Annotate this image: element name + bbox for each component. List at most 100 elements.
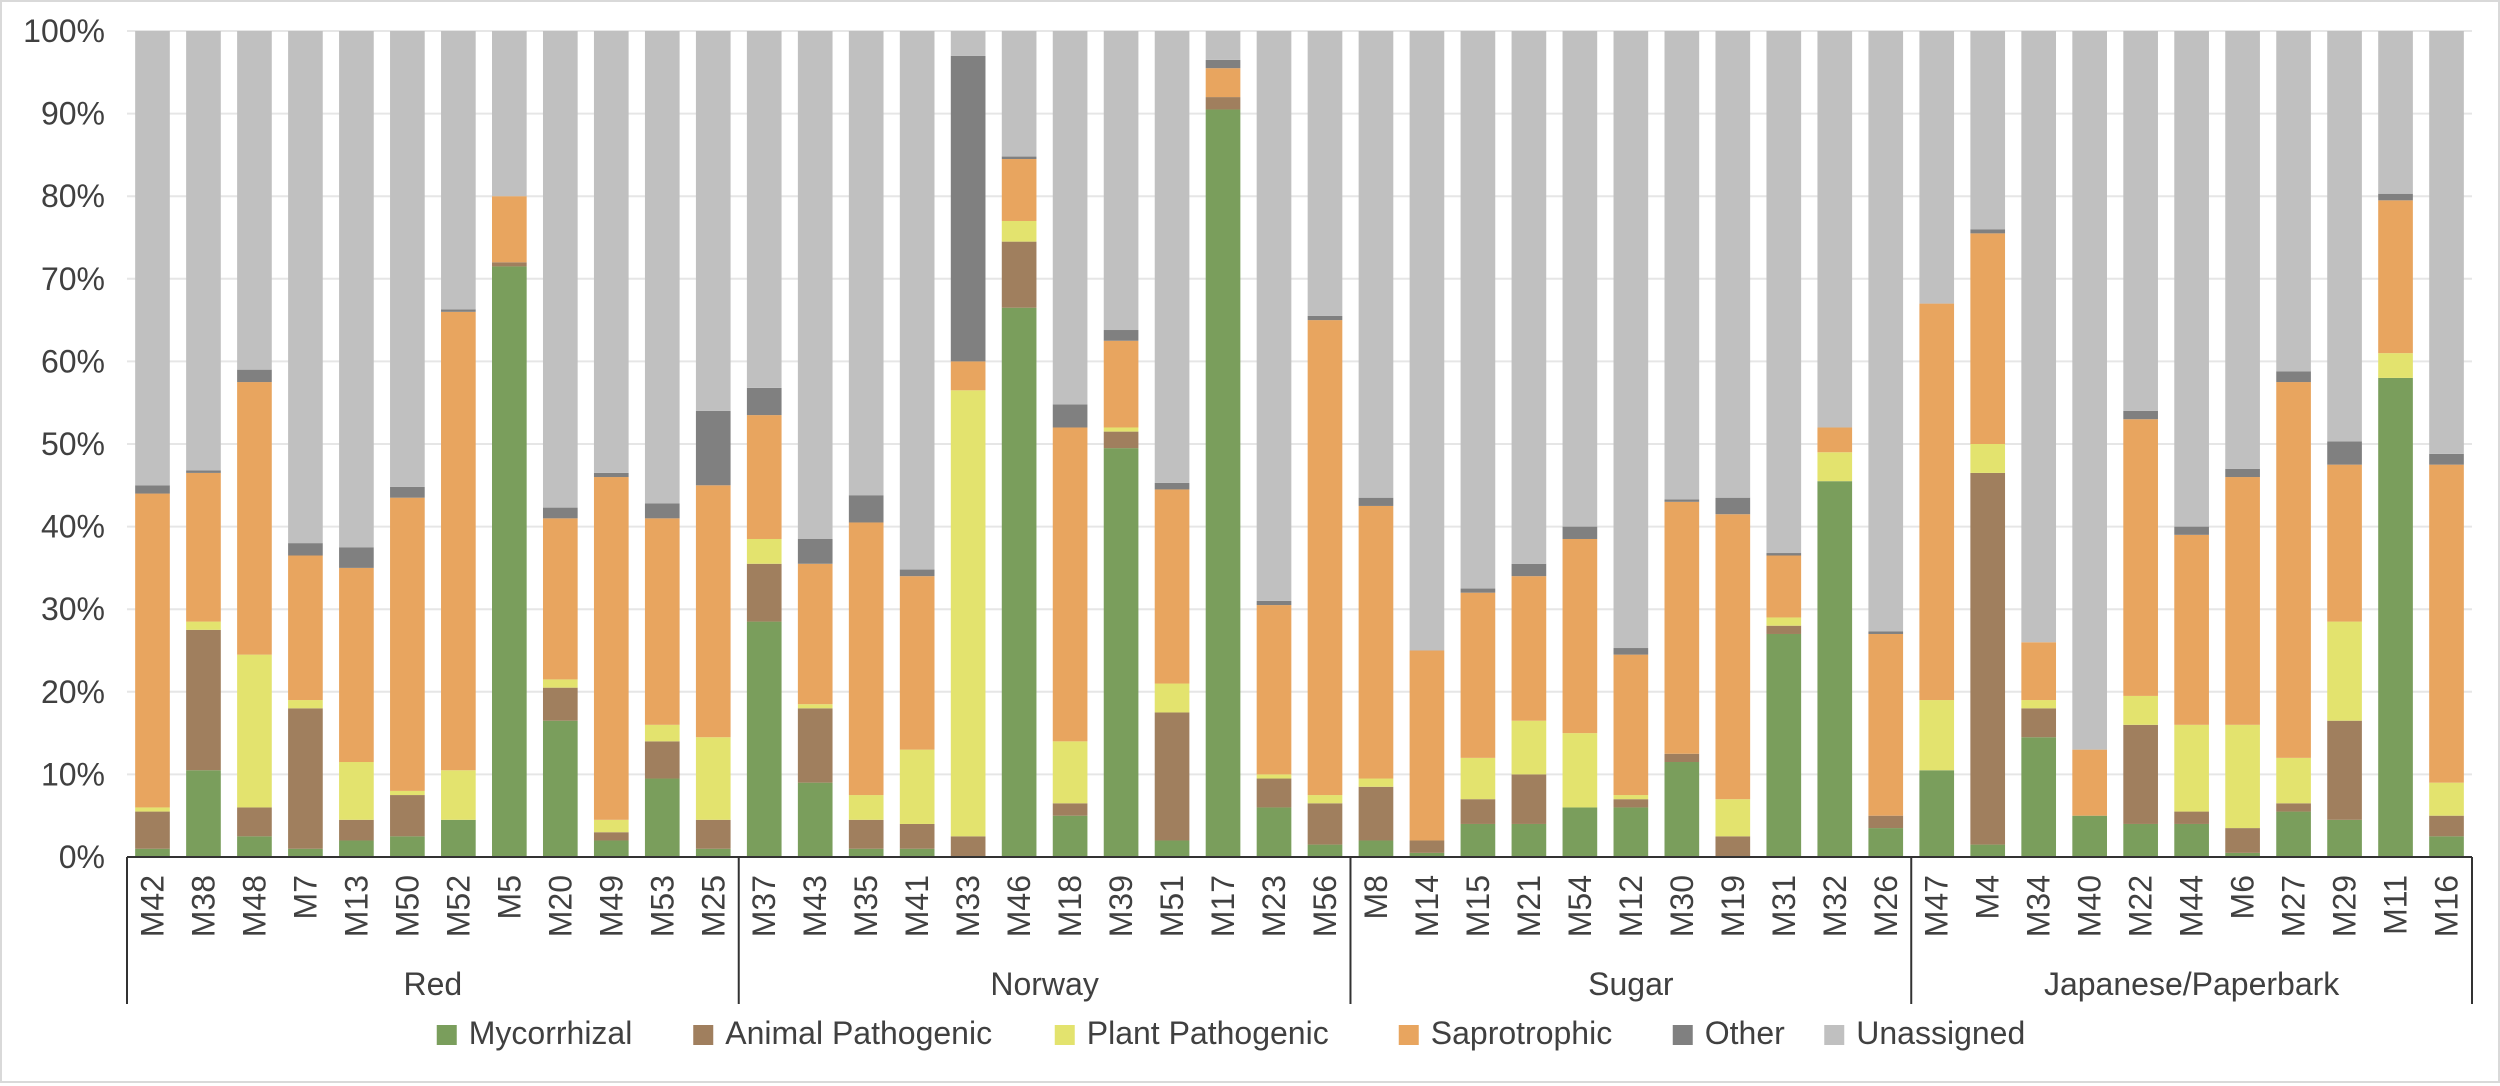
bar-plant-pathogenic [1919, 700, 1955, 771]
bar-mycorrhizal [848, 848, 884, 857]
bar-other [1001, 156, 1037, 160]
bar-plant-pathogenic [2021, 700, 2057, 709]
bar-unassigned [390, 31, 425, 487]
bar-mycorrhizal [1613, 807, 1649, 857]
bar-saprotrophic [542, 518, 578, 680]
bar-other [339, 547, 374, 568]
bar-other [1511, 563, 1547, 577]
x-tick-label: M29 [2327, 875, 2363, 937]
bar-other [1970, 229, 2006, 234]
bar-other [1766, 553, 1802, 556]
bar-mycorrhizal [1154, 840, 1190, 857]
bar-animal-pathogenic [1052, 803, 1088, 816]
bar-plant-pathogenic [1562, 733, 1598, 808]
x-tick-label: M19 [1715, 875, 1751, 937]
legend-swatch [693, 1025, 714, 1045]
bar-saprotrophic [2276, 382, 2311, 758]
bar-saprotrophic [237, 382, 272, 655]
y-tick-label: 20% [41, 674, 105, 710]
bar-plant-pathogenic [797, 704, 833, 709]
bar-plant-pathogenic [1715, 799, 1751, 837]
bar-saprotrophic [1001, 159, 1037, 221]
bar-plant-pathogenic [2429, 782, 2464, 816]
legend-item-unassigned: Unassigned [1824, 1015, 2025, 1051]
bar-unassigned [542, 31, 578, 508]
bar-saprotrophic [1052, 427, 1088, 742]
x-tick-label: M39 [1103, 875, 1139, 937]
bar-other [1358, 497, 1394, 506]
bar-animal-pathogenic [1409, 840, 1445, 853]
bar-saprotrophic [2123, 419, 2158, 696]
bar-stack-m18 [1052, 31, 1088, 857]
bar-other [1205, 59, 1241, 69]
bar-unassigned [1766, 31, 1802, 554]
bar-saprotrophic [950, 361, 986, 391]
bar-saprotrophic [797, 563, 833, 705]
x-tick-label: M56 [1307, 875, 1343, 937]
x-tick-label: M20 [542, 875, 578, 937]
bar-stack-m50 [390, 31, 425, 857]
bar-other [2378, 193, 2413, 201]
bar-saprotrophic [1103, 340, 1139, 428]
x-tick-label: M38 [185, 875, 221, 937]
bar-stack-m39 [1103, 31, 1139, 857]
bar-stack-m17 [1205, 31, 1241, 858]
bar-animal-pathogenic [1001, 241, 1037, 308]
bar-plant-pathogenic [1307, 795, 1343, 804]
bar-animal-pathogenic [848, 819, 884, 849]
bar-plant-pathogenic [288, 700, 323, 709]
bar-other [441, 309, 476, 312]
bar-unassigned [186, 31, 221, 471]
bar-stack-m32 [1817, 31, 1853, 857]
bar-stack-m15 [1460, 31, 1496, 857]
gridlines [127, 30, 2472, 776]
bar-saprotrophic [1664, 501, 1700, 754]
bar-mycorrhizal [2072, 815, 2107, 857]
bar-other [797, 538, 833, 564]
bar-plant-pathogenic [1766, 617, 1802, 626]
bar-animal-pathogenic [390, 795, 425, 837]
legend-label: Saprotrophic [1431, 1015, 1612, 1051]
bar-saprotrophic [848, 522, 884, 796]
bar-mycorrhizal [390, 836, 425, 857]
bar-other [390, 486, 425, 498]
group-label-sugar: Sugar [1588, 966, 1674, 1002]
bar-mycorrhizal [1664, 762, 1700, 857]
bar-saprotrophic [746, 415, 782, 539]
x-tick-label: M15 [1460, 875, 1496, 937]
bar-animal-pathogenic [1358, 786, 1394, 841]
bar-animal-pathogenic [542, 687, 578, 721]
x-tick-label: M40 [2072, 875, 2108, 937]
bar-saprotrophic [1868, 633, 1904, 816]
x-tick-label: M37 [746, 875, 782, 937]
bar-stack-m51 [1154, 31, 1190, 857]
bar-unassigned [1970, 31, 2006, 230]
bar-unassigned [2021, 31, 2057, 643]
bar-stack-m37 [746, 31, 782, 857]
bar-saprotrophic [2072, 749, 2107, 816]
x-tick-label: M30 [1664, 875, 1700, 937]
bar-animal-pathogenic [2225, 828, 2260, 853]
bar-mycorrhizal [2123, 823, 2158, 857]
bar-stack-m5 [492, 31, 527, 857]
bar-plant-pathogenic [950, 390, 986, 837]
bar-stack-m12 [1613, 31, 1649, 857]
bar-unassigned [1358, 31, 1394, 498]
bar-saprotrophic [1256, 605, 1292, 775]
bar-unassigned [695, 31, 731, 411]
bar-mycorrhizal [1511, 823, 1547, 857]
bar-mycorrhizal [1001, 307, 1037, 858]
bar-saprotrophic [1307, 320, 1343, 796]
bar-unassigned [441, 31, 476, 310]
bar-animal-pathogenic [1307, 803, 1343, 845]
bar-saprotrophic [1766, 555, 1802, 618]
bar-other [2276, 371, 2311, 383]
bar-other [2123, 410, 2158, 420]
bar-other [848, 495, 884, 523]
bar-mycorrhizal [2276, 811, 2311, 857]
bar-other [695, 410, 731, 486]
bar-animal-pathogenic [1715, 836, 1751, 857]
bar-animal-pathogenic [593, 832, 629, 841]
